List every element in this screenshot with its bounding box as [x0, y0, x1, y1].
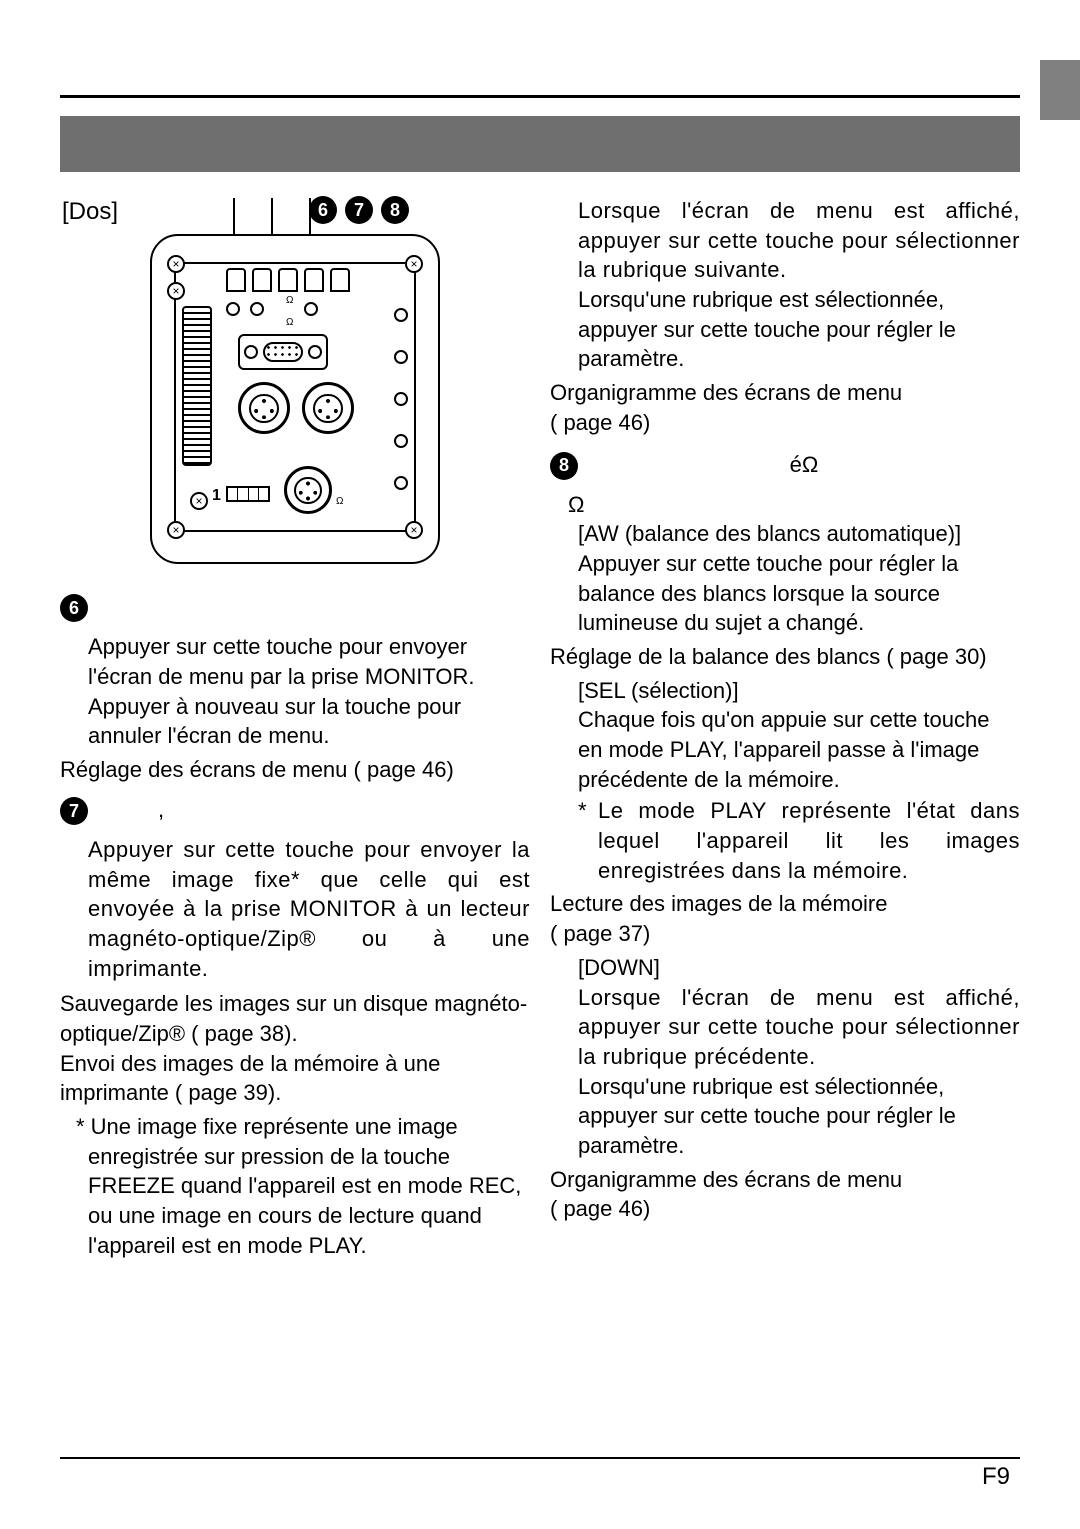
round-connector-icon	[302, 382, 354, 434]
sel-text: Chaque fois qu'on appuie sur cette touch…	[578, 705, 1020, 794]
sel-ref1: Lecture des images de la mémoire	[550, 889, 1020, 919]
item-8-heading: éΩ	[588, 450, 1020, 480]
continuation-text: Lorsque l'écran de menu est affiché, app…	[550, 196, 1020, 374]
item-8-down: [DOWN] Lorsque l'écran de menu est affic…	[550, 953, 1020, 1161]
top-rule	[60, 95, 1020, 98]
down-p1: Lorsque l'écran de menu est affiché, app…	[578, 983, 1020, 1072]
two-columns: [Dos] 6 7 8	[60, 196, 1020, 1260]
sel-heading: [SEL (sélection)]	[578, 676, 1020, 706]
right-top-p1: Lorsque l'écran de menu est affiché, app…	[578, 196, 1020, 285]
side-leds	[394, 308, 408, 490]
aw-text: Appuyer sur cette touche pour régler la …	[578, 549, 1020, 638]
device-back-outline: Ω Ω Ω 1	[150, 234, 440, 564]
item-7-text: Appuyer sur cette touche pour envoyer la…	[60, 835, 530, 983]
item-8-sym2: Ω	[550, 490, 1020, 520]
button-icon	[330, 268, 350, 292]
vga-port-icon	[238, 334, 328, 370]
item-8-aw: [AW (balance des blancs automatique)] Ap…	[550, 519, 1020, 638]
dip-1-label: 1	[212, 485, 221, 507]
item-7-p1: Appuyer sur cette touche pour envoyer la…	[88, 835, 530, 983]
item-7-number: 7	[60, 797, 88, 825]
item-8-sel: [SEL (sélection)] Chaque fois qu'on appu…	[550, 676, 1020, 795]
led-icon	[394, 392, 408, 406]
down-p2: Lorsqu'une rubrique est sélectionnée, ap…	[578, 1072, 1020, 1161]
button-icon	[304, 268, 324, 292]
dip-switch-icon	[226, 486, 270, 502]
callout-7: 7	[345, 196, 373, 224]
inner-plate: Ω Ω Ω 1	[174, 262, 416, 532]
item-6-text: Appuyer sur cette touche pour envoyer l'…	[60, 632, 530, 751]
left-column: [Dos] 6 7 8	[60, 196, 530, 1260]
item-7-comma: ,	[98, 797, 164, 822]
item-7-p2: Sauvegarde les images sur un disque magn…	[60, 989, 530, 1048]
down-ref2: ( page 46)	[550, 1194, 1020, 1224]
led-row	[226, 302, 318, 316]
aw-ref: Réglage de la balance des blancs ( page …	[550, 642, 1020, 672]
round-connector-icon	[238, 382, 290, 434]
item-6-p2: Appuyer à nouveau sur la touche pour ann…	[88, 692, 530, 751]
right-column: Lorsque l'écran de menu est affiché, app…	[550, 196, 1020, 1260]
sel-note-row: * Le mode PLAY représente l'état dans le…	[550, 796, 1020, 885]
button-icon	[226, 268, 246, 292]
screw-icon	[405, 521, 423, 539]
vga-pins-icon	[263, 342, 303, 362]
led-icon	[250, 302, 264, 316]
item-6-number: 6	[60, 594, 88, 622]
omega-symbol: Ω	[286, 294, 293, 308]
callout-6: 6	[309, 196, 337, 224]
down-ref1: Organigramme des écrans de menu	[550, 1165, 1020, 1195]
item-8-sym1: éΩ	[588, 450, 1020, 480]
asterisk: *	[578, 796, 590, 885]
diagram-callout-numbers: 6 7 8	[148, 196, 530, 224]
right-top-p2: Lorsqu'une rubrique est sélectionnée, ap…	[578, 285, 1020, 374]
right-top-ref1: Organigramme des écrans de menu	[550, 378, 1020, 408]
screw-icon	[190, 492, 208, 510]
item-8-number: 8	[550, 452, 578, 480]
round-connector-icon	[284, 466, 332, 514]
screw-icon	[167, 255, 185, 273]
item-7-p3: Envoi des images de la mémoire à une imp…	[60, 1049, 530, 1108]
button-icon	[278, 268, 298, 292]
title-band	[60, 116, 1020, 172]
back-panel-diagram: Ω Ω Ω 1	[60, 234, 530, 564]
omega-symbol: Ω	[286, 316, 293, 330]
button-icon	[252, 268, 272, 292]
down-heading: [DOWN]	[578, 953, 1020, 983]
page-number: F9	[982, 1461, 1010, 1493]
led-icon	[394, 476, 408, 490]
omega-symbol: Ω	[336, 495, 343, 509]
screw-icon	[405, 255, 423, 273]
led-icon	[394, 308, 408, 322]
sel-ref2: ( page 37)	[550, 919, 1020, 949]
bottom-rule	[60, 1457, 1020, 1459]
screw-icon	[167, 282, 185, 300]
item-8: 8 éΩ	[550, 450, 1020, 480]
sel-note: Le mode PLAY représente l'état dans lequ…	[598, 796, 1020, 885]
item-6-p1: Appuyer sur cette touche pour envoyer l'…	[88, 632, 530, 691]
dos-label: [Dos]	[60, 196, 118, 228]
item-7: 7 ,	[60, 795, 530, 825]
led-icon	[226, 302, 240, 316]
led-icon	[394, 350, 408, 364]
led-icon	[394, 434, 408, 448]
item-6-body	[98, 592, 530, 622]
hex-screw-icon	[308, 345, 322, 359]
item-6: 6	[60, 592, 530, 622]
scsi-port-icon	[182, 306, 212, 466]
top-button-row	[226, 268, 396, 292]
item-7-heading: ,	[98, 795, 530, 825]
hex-screw-icon	[244, 345, 258, 359]
screw-icon	[167, 521, 185, 539]
right-top-ref2: ( page 46)	[550, 408, 1020, 438]
aw-heading: [AW (balance des blancs automatique)]	[578, 519, 1020, 549]
item-6-ref: Réglage des écrans de menu ( page 46)	[60, 755, 530, 785]
led-icon	[304, 302, 318, 316]
callout-8: 8	[381, 196, 409, 224]
page: [Dos] 6 7 8	[0, 0, 1080, 1300]
item-7-note: * Une image fixe représente une image en…	[60, 1112, 530, 1260]
side-tab	[1040, 60, 1080, 120]
